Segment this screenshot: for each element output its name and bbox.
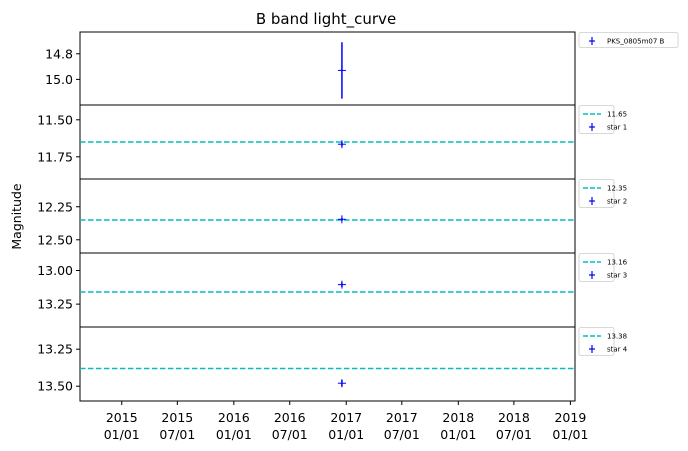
y-tick-label: 12.50 bbox=[37, 232, 73, 247]
panel-frame bbox=[79, 31, 576, 106]
y-tick-label: 12.25 bbox=[37, 199, 73, 214]
x-tick-label-year: 2016 bbox=[274, 410, 306, 425]
x-axis: 2015 01/01 2015 07/01 2016 01/01 2016 07/01 2017… bbox=[104, 401, 588, 442]
x-tick-label-date: 01/01 bbox=[104, 427, 140, 442]
y-tick-label: 13.50 bbox=[37, 379, 73, 394]
y-tick-label: 15.0 bbox=[45, 72, 73, 87]
x-tick-label-year: 2017 bbox=[386, 410, 418, 425]
x-tick-label-year: 2017 bbox=[330, 410, 362, 425]
legend-box bbox=[578, 105, 615, 134]
x-tick-label-date: 01/01 bbox=[440, 427, 476, 442]
legend: 13.16 star 3 bbox=[578, 253, 628, 282]
y-tick-label: 13.25 bbox=[37, 342, 73, 357]
panel-1: 14.8 15.0 PKS_0805m07 B bbox=[45, 31, 679, 106]
legend-series-label: star 1 bbox=[607, 124, 627, 132]
x-tick-label-year: 2015 bbox=[161, 410, 193, 425]
panel-frame bbox=[79, 326, 576, 402]
legend-box bbox=[578, 327, 615, 356]
x-tick-label-year: 2016 bbox=[218, 410, 250, 425]
x-tick-label-date: 01/01 bbox=[328, 427, 364, 442]
legend-box bbox=[578, 253, 615, 282]
legend-box bbox=[578, 179, 615, 208]
legend-series-label: star 2 bbox=[607, 198, 627, 206]
legend: 11.65 star 1 bbox=[578, 105, 627, 134]
legend-box bbox=[578, 32, 679, 48]
x-tick-label-year: 2018 bbox=[442, 410, 474, 425]
panel-2: 11.50 11.75 11.65 star 1 bbox=[37, 104, 627, 180]
x-tick-label-year: 2019 bbox=[554, 410, 586, 425]
panel-frame bbox=[79, 252, 576, 328]
panel-5: 13.25 13.50 13.38 star 4 bbox=[37, 326, 628, 402]
legend-reference-label: 13.38 bbox=[607, 333, 627, 341]
x-tick-label-date: 01/01 bbox=[216, 427, 252, 442]
legend-reference-label: 11.65 bbox=[607, 111, 627, 119]
y-tick-label: 13.00 bbox=[37, 263, 73, 278]
y-axis-label: Magnitude bbox=[9, 183, 24, 250]
panels: 14.8 15.0 PKS_0805m07 B 11.50 11.75 11.65 star… bbox=[37, 31, 679, 402]
legend-series-label: star 4 bbox=[607, 346, 628, 354]
legend-reference-label: 12.35 bbox=[607, 185, 627, 193]
x-tick-label-date: 07/01 bbox=[496, 427, 532, 442]
x-tick-label-date: 07/01 bbox=[384, 427, 420, 442]
legend-reference-label: 13.16 bbox=[607, 259, 628, 267]
x-tick-label-year: 2018 bbox=[498, 410, 530, 425]
legend: PKS_0805m07 B bbox=[578, 32, 679, 48]
x-tick-label-date: 07/01 bbox=[159, 427, 195, 442]
x-tick-label-year: 2015 bbox=[106, 410, 138, 425]
x-tick-label-date: 01/01 bbox=[552, 427, 588, 442]
y-tick-label: 13.25 bbox=[37, 297, 73, 312]
y-tick-label: 11.75 bbox=[37, 149, 73, 164]
x-tick-label-date: 07/01 bbox=[272, 427, 308, 442]
panel-3: 12.25 12.50 12.35 star 2 bbox=[37, 178, 627, 254]
chart-title: B band light_curve bbox=[256, 10, 396, 29]
legend-series-label: star 3 bbox=[607, 272, 627, 280]
y-tick-label: 14.8 bbox=[45, 46, 73, 61]
legend: 13.38 star 4 bbox=[578, 327, 628, 356]
legend-series-label: PKS_0805m07 B bbox=[607, 38, 665, 46]
y-tick-label: 11.50 bbox=[37, 112, 73, 127]
panel-4: 13.00 13.25 13.16 star 3 bbox=[37, 252, 628, 328]
legend: 12.35 star 2 bbox=[578, 179, 627, 208]
panel-frame bbox=[79, 178, 576, 254]
